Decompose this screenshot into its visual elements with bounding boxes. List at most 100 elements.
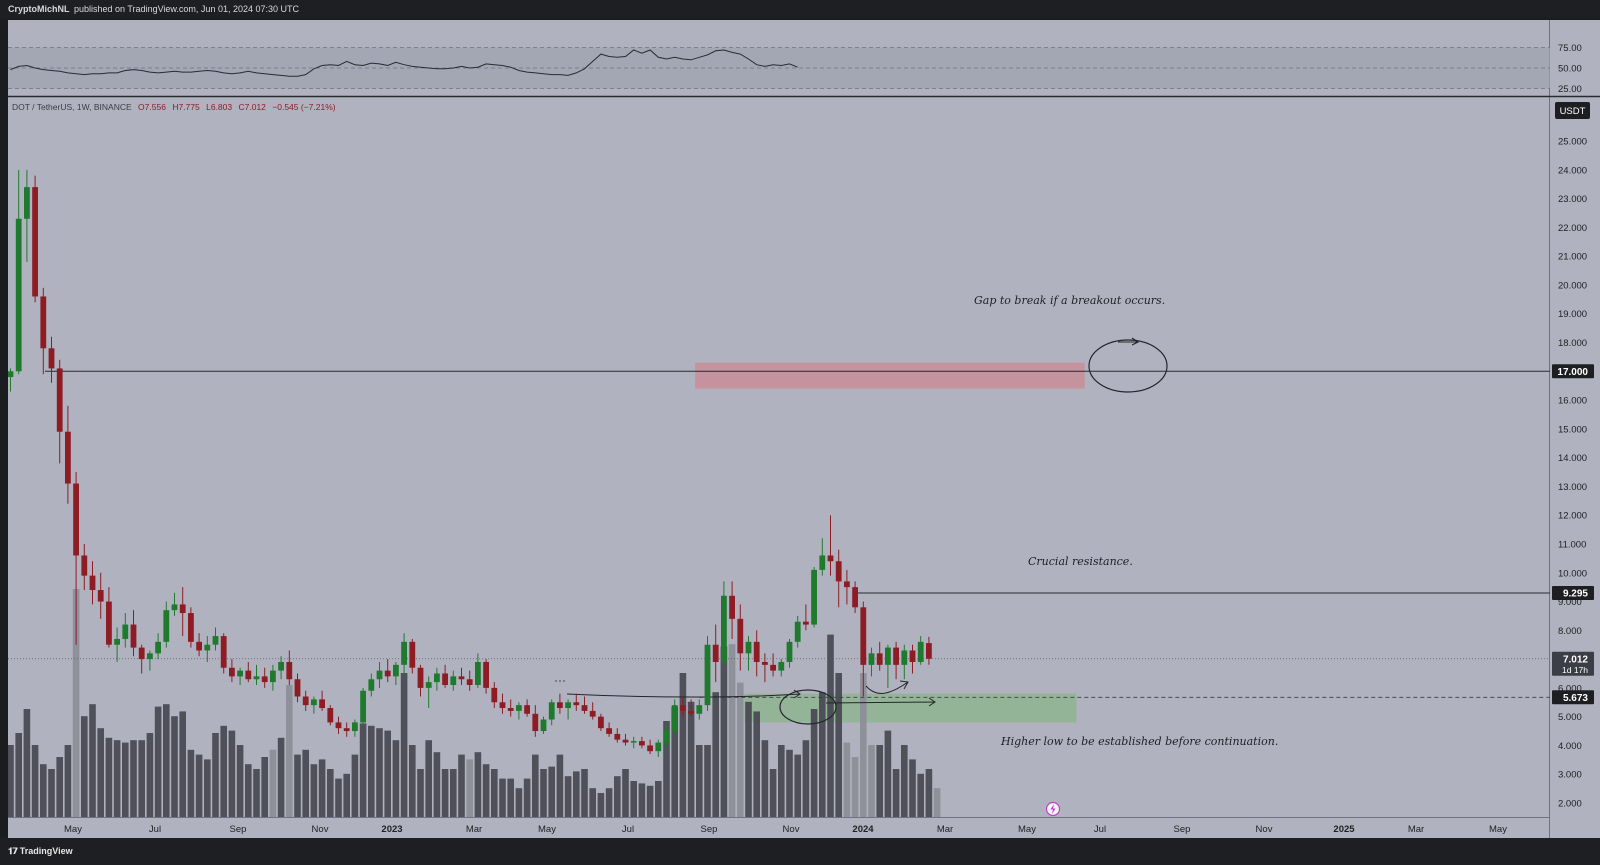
candle[interactable] (450, 670, 457, 691)
candles[interactable] (8, 169, 932, 757)
candle[interactable] (294, 673, 301, 703)
candle[interactable] (368, 673, 375, 697)
candle[interactable] (844, 569, 850, 605)
candle[interactable] (8, 368, 14, 392)
candle[interactable] (40, 287, 47, 375)
candle[interactable] (860, 601, 867, 697)
candle[interactable] (253, 664, 260, 686)
candle[interactable] (343, 722, 350, 737)
candle[interactable] (614, 728, 621, 743)
candle[interactable] (302, 690, 309, 711)
candle[interactable] (229, 659, 235, 683)
candle[interactable] (753, 630, 760, 677)
candle[interactable] (56, 359, 63, 464)
candle[interactable] (204, 636, 211, 662)
candle[interactable] (261, 667, 268, 688)
candle[interactable] (770, 653, 776, 677)
candle[interactable] (163, 601, 170, 648)
candle[interactable] (319, 690, 325, 711)
candle[interactable] (212, 627, 219, 651)
candle[interactable] (122, 613, 129, 648)
candle[interactable] (237, 667, 243, 686)
candle[interactable] (171, 592, 178, 616)
candle[interactable] (384, 659, 391, 683)
candle[interactable] (417, 664, 424, 697)
candle[interactable] (270, 664, 276, 691)
candle[interactable] (278, 656, 284, 680)
candle[interactable] (155, 633, 161, 660)
candle[interactable] (745, 636, 752, 671)
candle[interactable] (737, 604, 744, 671)
candle[interactable] (729, 581, 735, 639)
candle[interactable] (573, 693, 580, 711)
candle[interactable] (688, 699, 694, 717)
candle[interactable] (360, 687, 366, 726)
currency-badge[interactable] (1555, 102, 1590, 119)
candle[interactable] (48, 336, 55, 383)
candle[interactable] (835, 549, 842, 608)
candle[interactable] (565, 699, 571, 720)
candle[interactable] (507, 699, 514, 717)
candle[interactable] (811, 567, 817, 628)
candle[interactable] (712, 624, 719, 683)
candle[interactable] (762, 653, 768, 683)
candle[interactable] (434, 667, 440, 691)
candle[interactable] (786, 638, 793, 668)
candle[interactable] (557, 693, 563, 714)
candle[interactable] (671, 699, 678, 734)
candle[interactable] (680, 696, 686, 717)
candle[interactable] (483, 659, 489, 694)
candle[interactable] (639, 736, 645, 749)
candle[interactable] (466, 670, 473, 691)
candle[interactable] (220, 633, 227, 674)
candle[interactable] (499, 693, 506, 714)
candle[interactable] (286, 650, 293, 686)
candle[interactable] (540, 716, 547, 734)
candle[interactable] (901, 644, 908, 680)
candle[interactable] (868, 647, 875, 677)
candle[interactable] (721, 581, 727, 668)
candle[interactable] (65, 405, 71, 504)
candle[interactable] (589, 702, 596, 720)
candle[interactable] (196, 633, 202, 657)
candle[interactable] (15, 169, 22, 375)
candle[interactable] (516, 702, 522, 720)
candle[interactable] (352, 719, 358, 737)
candle[interactable] (245, 661, 252, 683)
candle[interactable] (335, 716, 342, 734)
candle[interactable] (598, 713, 604, 732)
main-plot[interactable] (7, 169, 1550, 817)
candle[interactable] (548, 699, 555, 726)
candle[interactable] (581, 696, 588, 714)
candle[interactable] (409, 638, 416, 674)
candle[interactable] (885, 644, 891, 688)
candle[interactable] (704, 636, 711, 711)
candle[interactable] (147, 650, 153, 671)
candle[interactable] (179, 587, 186, 637)
candle[interactable] (926, 636, 932, 665)
candle[interactable] (73, 472, 79, 645)
candle[interactable] (442, 664, 448, 688)
candle[interactable] (89, 561, 96, 605)
candle[interactable] (475, 653, 481, 688)
candle[interactable] (393, 661, 399, 686)
candle[interactable] (893, 641, 899, 680)
tradingview-logo[interactable]: 𝟏𝟳 TradingView (8, 846, 73, 857)
candle[interactable] (106, 587, 112, 648)
candle[interactable] (458, 667, 465, 686)
candle[interactable] (803, 604, 809, 631)
candle[interactable] (524, 699, 530, 717)
candle[interactable] (425, 676, 432, 709)
candle[interactable] (630, 736, 637, 749)
candle[interactable] (819, 538, 826, 576)
candle[interactable] (81, 543, 88, 591)
candle[interactable] (114, 627, 120, 662)
candle[interactable] (491, 682, 498, 709)
candle[interactable] (532, 705, 539, 737)
candle[interactable] (32, 175, 38, 303)
candle[interactable] (130, 610, 137, 657)
candle[interactable] (909, 644, 916, 674)
candle[interactable] (327, 705, 334, 726)
candle[interactable] (647, 739, 653, 755)
